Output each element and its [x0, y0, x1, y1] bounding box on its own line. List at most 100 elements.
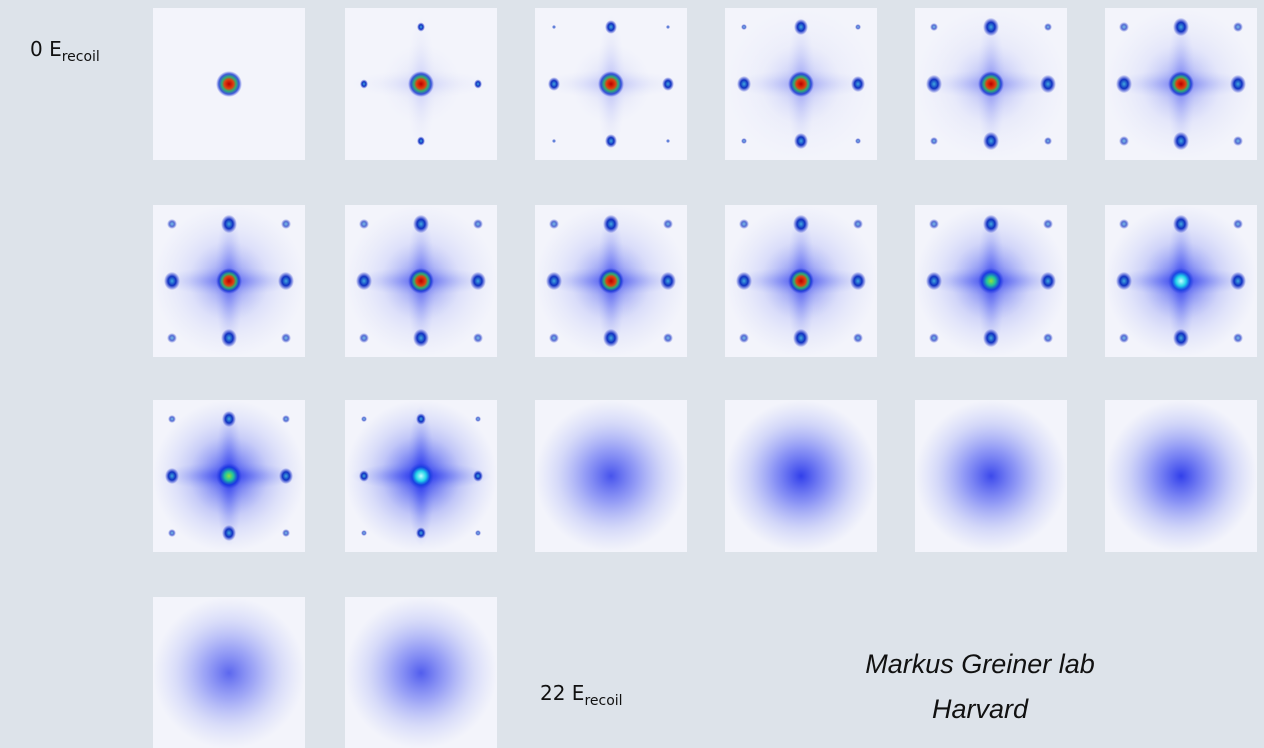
bragg-peak	[983, 18, 999, 36]
bragg-peak	[793, 215, 809, 233]
absorption-image	[1105, 8, 1257, 160]
page: 0 Erecoil 22 Erecoil Markus Greiner lab …	[0, 0, 1264, 748]
bragg-peak	[1119, 333, 1129, 343]
label-main: 22 E	[540, 681, 584, 705]
bragg-peak	[794, 133, 808, 149]
bragg-peak	[1116, 75, 1132, 93]
bragg-peak	[552, 25, 556, 29]
bragg-peak	[666, 139, 670, 143]
bragg-peak	[741, 138, 747, 144]
bragg-peak	[552, 139, 556, 143]
bragg-peak	[1116, 272, 1132, 290]
central-peak	[408, 463, 434, 489]
central-peak	[1168, 71, 1194, 97]
absorption-image	[153, 400, 305, 552]
bragg-peak	[794, 19, 808, 35]
bragg-peak	[165, 468, 179, 484]
bragg-peak	[221, 329, 237, 347]
bragg-peak	[475, 416, 481, 422]
bragg-peak	[1044, 23, 1052, 31]
bragg-peak	[851, 76, 865, 92]
absorption-image	[915, 8, 1067, 160]
image-grid	[153, 8, 1257, 748]
bragg-peak	[413, 329, 429, 347]
diffuse-cloud	[1105, 400, 1257, 552]
bragg-peak	[278, 272, 294, 290]
bragg-peak	[855, 24, 861, 30]
bragg-peak	[983, 132, 999, 150]
bragg-peak	[1044, 137, 1052, 145]
bragg-peak	[850, 272, 866, 290]
absorption-image	[725, 8, 877, 160]
bragg-peak	[926, 75, 942, 93]
central-peak	[978, 268, 1004, 294]
absorption-image	[153, 597, 305, 748]
bragg-peak	[737, 76, 751, 92]
bragg-peak	[983, 215, 999, 233]
diffuse-cloud	[915, 400, 1067, 552]
bragg-peak	[1173, 329, 1189, 347]
bragg-peak	[473, 333, 483, 343]
bragg-peak	[549, 219, 559, 229]
bragg-peak	[660, 272, 676, 290]
bragg-peak	[548, 77, 560, 91]
absorption-image	[535, 400, 687, 552]
bragg-peak	[416, 527, 426, 539]
central-peak	[408, 71, 434, 97]
credit-line: Markus Greiner lab	[865, 649, 1095, 679]
bragg-peak	[282, 529, 290, 537]
bragg-peak	[929, 333, 939, 343]
absorption-image	[725, 400, 877, 552]
central-peak	[216, 71, 242, 97]
bragg-peak	[1119, 136, 1129, 146]
bragg-peak	[739, 219, 749, 229]
bragg-peak	[356, 272, 372, 290]
bragg-peak	[1119, 219, 1129, 229]
absorption-image	[345, 205, 497, 357]
bragg-peak	[473, 219, 483, 229]
bragg-peak	[1043, 333, 1053, 343]
bragg-peak	[359, 333, 369, 343]
bragg-peak	[1173, 18, 1189, 36]
central-peak	[598, 268, 624, 294]
bragg-peak	[361, 416, 367, 422]
bragg-peak	[605, 134, 617, 148]
bragg-peak	[855, 138, 861, 144]
central-peak	[216, 463, 242, 489]
diffuse-cloud	[345, 597, 497, 748]
bragg-peak	[470, 272, 486, 290]
central-peak	[788, 71, 814, 97]
bragg-peak	[1230, 75, 1246, 93]
bragg-peak	[549, 333, 559, 343]
bragg-peak	[983, 329, 999, 347]
absorption-image	[153, 8, 305, 160]
diffuse-cloud	[725, 400, 877, 552]
bragg-peak	[473, 470, 483, 482]
bragg-peak	[739, 333, 749, 343]
bragg-peak	[546, 272, 562, 290]
bragg-peak	[853, 219, 863, 229]
central-peak	[216, 268, 242, 294]
bragg-peak	[930, 23, 938, 31]
bragg-peak	[605, 20, 617, 34]
bragg-peak	[417, 22, 425, 31]
bragg-peak	[359, 470, 369, 482]
bragg-peak	[413, 215, 429, 233]
absorption-image	[915, 400, 1067, 552]
absorption-image	[1105, 400, 1257, 552]
diffuse-cloud	[153, 597, 305, 748]
central-peak	[788, 268, 814, 294]
bragg-peak	[926, 272, 942, 290]
bragg-peak	[666, 25, 670, 29]
bragg-peak	[853, 333, 863, 343]
bragg-peak	[168, 415, 176, 423]
bragg-peak	[361, 530, 367, 536]
absorption-image	[535, 205, 687, 357]
bragg-peak	[1043, 219, 1053, 229]
bragg-peak	[741, 24, 747, 30]
bragg-peak	[1233, 219, 1243, 229]
bragg-peak	[1040, 272, 1056, 290]
bragg-peak	[281, 219, 291, 229]
bragg-peak	[1233, 136, 1243, 146]
bragg-peak	[279, 468, 293, 484]
